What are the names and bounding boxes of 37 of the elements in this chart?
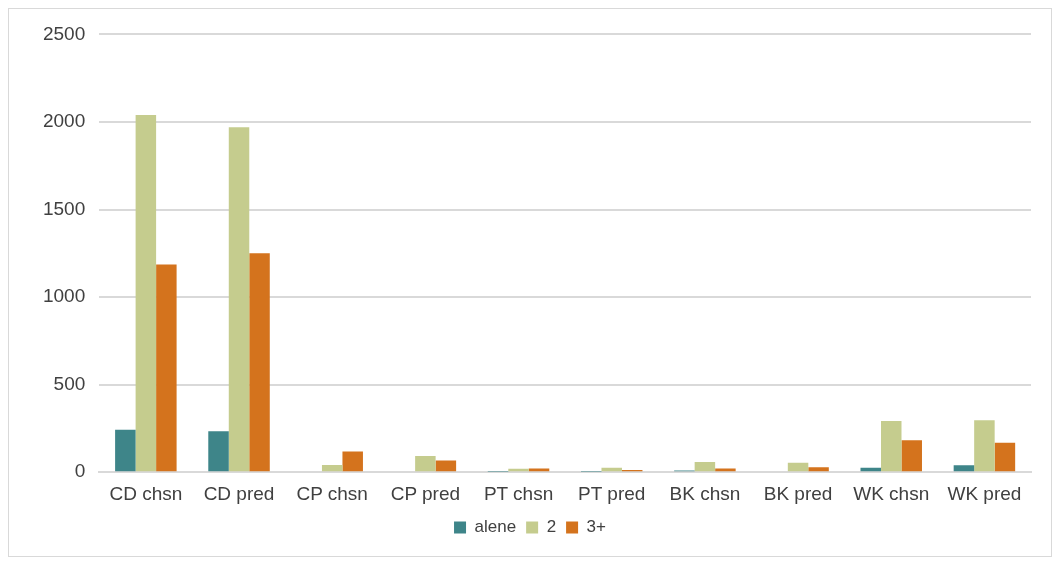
legend-label: 3+ [586,517,607,537]
bar [694,462,716,472]
bar [974,420,995,472]
x-tick-label: CD pred [203,482,275,504]
legend-label: alene [474,517,517,537]
bar [953,465,975,472]
x-tick-label: WK chsn [853,482,930,504]
y-tick-label: 1000 [42,285,86,307]
bar [415,456,436,472]
bar [228,127,250,472]
bar [901,440,922,472]
x-tick-label: CD chsn [109,482,183,504]
bar [115,429,136,472]
x-tick-label: PT chsn [483,482,554,504]
y-tick-label: 500 [53,372,86,394]
bar [808,467,829,472]
y-tick-label: 2000 [42,110,86,132]
x-tick-label: CP chsn [296,482,368,504]
bar [994,442,1016,472]
legend-label: 2 [546,517,557,537]
bar [156,264,177,472]
bar [880,421,902,472]
bar [321,465,343,472]
x-tick-label: BK pred [763,482,833,504]
y-tick-label: 0 [74,460,86,482]
bar [135,114,157,472]
x-tick-label: CP pred [390,482,461,504]
x-tick-label: PT pred [578,482,646,504]
bar [787,462,809,472]
bar [208,431,229,472]
bar [249,253,270,472]
x-tick-label: WK pred [947,482,1022,504]
bar [342,451,363,472]
bar [435,460,457,472]
y-tick-label: 2500 [42,22,86,44]
x-tick-label: BK chsn [669,482,741,504]
y-tick-label: 1500 [42,197,86,219]
